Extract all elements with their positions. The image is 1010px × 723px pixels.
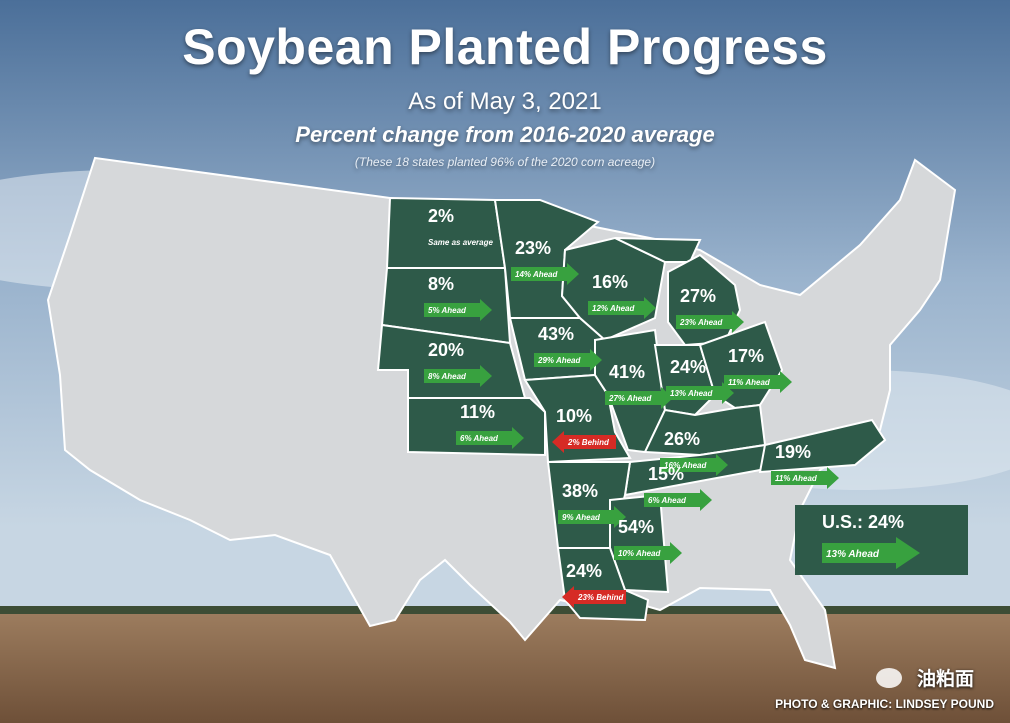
ahead-arrow-icon [511,263,579,285]
state-change: 6% Ahead [460,434,499,443]
state-change: 5% Ahead [428,306,467,315]
state-change: 9% Ahead [562,513,601,522]
state-change: Same as average [428,238,493,247]
ahead-arrow-icon [660,454,728,476]
state-percent: 8% [428,274,454,294]
state-label-il: 41% 27% Ahead [605,362,673,409]
state-percent: 54% [618,517,654,537]
ahead-arrow-icon [424,299,492,321]
state-percent: 20% [428,340,464,360]
ahead-arrow-icon [534,349,602,371]
ahead-arrow-icon [456,427,524,449]
state-percent: 10% [556,406,592,426]
state-label-oh: 17% 11% Ahead [724,346,792,393]
watermark: 油粕面 [916,669,974,690]
state-percent: 17% [728,346,764,366]
state-percent: 2% [428,206,454,226]
state-label-nd: 2% Same as average [428,206,493,247]
state-percent: 43% [538,324,574,344]
state-percent: 23% [515,238,551,258]
ahead-arrow-icon [676,311,744,333]
state-percent: 27% [680,286,716,306]
state-change: 6% Ahead [648,496,687,505]
state-change: 12% Ahead [592,304,636,313]
state-percent: 38% [562,481,598,501]
state-label-ia: 43% 29% Ahead [534,324,602,371]
state-change: 23% Behind [577,593,624,602]
state-percent: 11% [460,402,495,422]
state-label-in: 24% 13% Ahead [666,357,734,404]
state-label-ky: 26% 16% Ahead [660,429,728,476]
us-total-label: U.S.: 24% [822,512,904,532]
state-percent: 41% [609,362,645,382]
state-percent: 19% [775,442,811,462]
state-label-ms: 54% 10% Ahead [614,517,682,564]
state-change: 16% Ahead [664,461,708,470]
state-label-mn: 23% 14% Ahead [511,238,579,285]
ahead-arrow-icon [588,297,656,319]
state-percent: 24% [566,561,602,581]
state-label-nc: 19% 11% Ahead [771,442,839,489]
state-nc[interactable] [758,418,887,474]
state-percent: 24% [670,357,706,377]
state-label-tn: 15% 6% Ahead [644,464,712,511]
state-change: 2% Behind [567,438,610,447]
wechat-icon [876,668,902,688]
state-label-mo: 10% 2% Behind [552,406,616,453]
state-change: 13% Ahead [670,389,714,398]
state-label-mi: 27% 23% Ahead [676,286,744,333]
state-change: 23% Ahead [679,318,724,327]
date-subtitle: As of May 3, 2021 [408,88,602,115]
ahead-arrow-icon [644,489,712,511]
change-subtitle: Percent change from 2016-2020 average [295,122,715,147]
state-change: 8% Ahead [428,372,467,381]
state-label-wi: 16% 12% Ahead [588,272,656,319]
ahead-arrow-icon [614,542,682,564]
ahead-arrow-icon [558,506,626,528]
state-labels: 2% Same as average 8% 5% Ahead 20% 8% Ahead 11… [424,206,839,608]
ahead-arrow-icon [724,371,792,393]
state-change: 11% Ahead [775,474,818,483]
page-title: Soybean Planted Progress [182,19,828,75]
us-total-box [795,505,968,575]
state-percent: 16% [592,272,628,292]
behind-arrow-icon [562,586,626,608]
behind-arrow-icon [552,431,616,453]
footnote: (These 18 states planted 96% of the 2020… [354,155,656,169]
state-change: 10% Ahead [618,549,662,558]
state-change: 14% Ahead [515,270,559,279]
ahead-arrow-icon [424,365,492,387]
state-label-la: 24% 23% Behind [562,561,626,608]
state-percent: 26% [664,429,700,449]
ahead-arrow-icon [666,382,734,404]
state-change: 29% Ahead [537,356,582,365]
state-label-ks: 11% 6% Ahead [456,402,524,449]
ahead-arrow-icon [771,467,839,489]
state-change: 27% Ahead [608,394,653,403]
state-label-sd: 8% 5% Ahead [424,274,492,321]
state-percent: 15% [648,464,684,484]
state-change: 11% Ahead [728,378,771,387]
state-label-ar: 38% 9% Ahead [558,481,626,528]
us-total-arrow [822,537,920,569]
field-ground [0,614,1010,723]
ahead-arrow-icon [605,387,673,409]
state-label-ne: 20% 8% Ahead [424,340,492,387]
us-total-change: 13% Ahead [826,549,880,560]
photo-credit: PHOTO & GRAPHIC: LINDSEY POUND [775,697,994,711]
